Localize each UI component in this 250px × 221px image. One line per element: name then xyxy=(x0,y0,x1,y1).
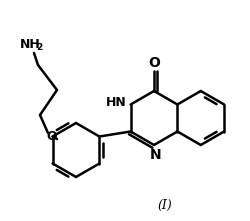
Text: (I): (I) xyxy=(158,198,172,211)
Text: HN: HN xyxy=(106,96,127,109)
Text: 2: 2 xyxy=(36,44,42,53)
Text: NH: NH xyxy=(20,38,41,51)
Text: N: N xyxy=(150,148,162,162)
Text: O: O xyxy=(47,130,57,143)
Text: O: O xyxy=(148,56,160,70)
